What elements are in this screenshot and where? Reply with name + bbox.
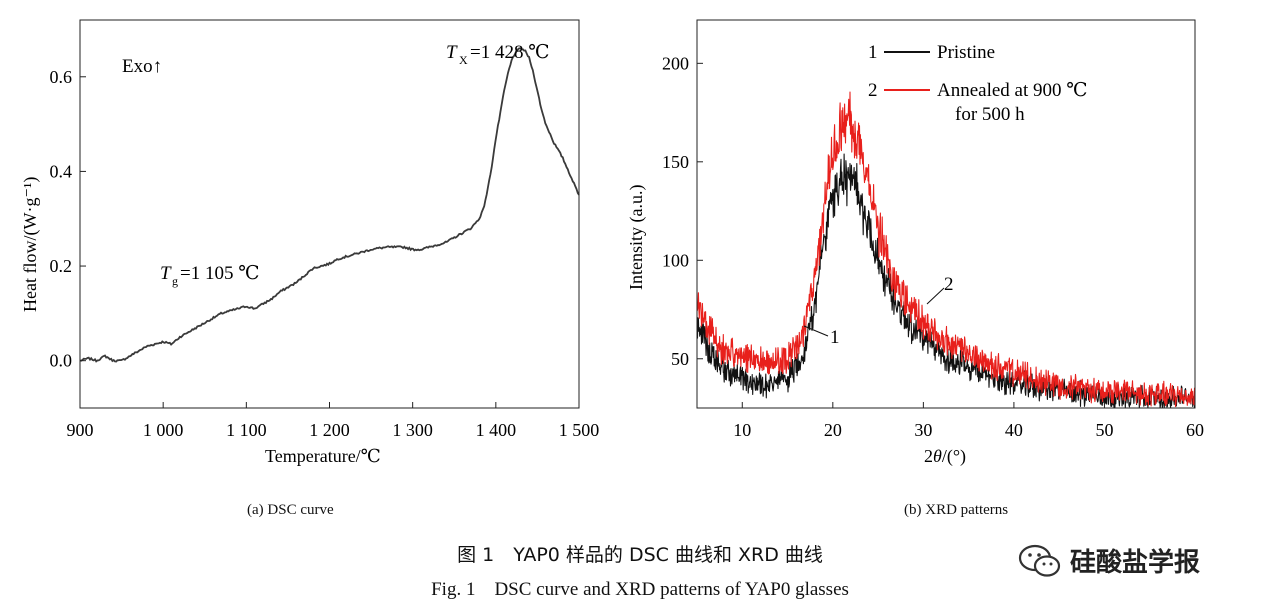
xrd-plot-area [696, 91, 1196, 409]
xrd-curve-label-1: 1 [803, 325, 840, 348]
watermark-text: 硅酸盐学报 [1070, 548, 1201, 578]
wechat-icon [1018, 544, 1061, 577]
x-tick-label: 1 300 [392, 420, 433, 440]
xrd-series-annealed [696, 91, 1196, 408]
tx-symbol: T [446, 42, 458, 63]
x-tick-label: 20 [824, 420, 842, 440]
legend-num-2: 2 [868, 80, 878, 101]
tg-subscript: g [172, 274, 178, 288]
y-tick-label: 150 [662, 152, 689, 172]
curve-1-leader [803, 325, 829, 337]
tx-value: =1 428 ℃ [470, 42, 549, 63]
y-tick-label: 200 [662, 53, 689, 73]
xrd-axes-frame [696, 19, 1196, 409]
dsc-x-axis-label: Temperature/℃ [265, 446, 381, 466]
dsc-tx-annotation: T X =1 428 ℃ [446, 42, 549, 67]
x-tick-label: 60 [1186, 420, 1204, 440]
xrd-xlabel-theta: θ [933, 446, 942, 466]
curve-2-leader [926, 287, 945, 305]
figure-caption-chinese: 图 1 YAP0 样品的 DSC 曲线和 XRD 曲线 [457, 544, 823, 566]
x-tick-label: 900 [67, 420, 94, 440]
dsc-exo-label: Exo↑ [122, 56, 162, 77]
dsc-panel: 900 1 000 1 100 1 200 1 300 1 400 1 500 0.0 0.2 0… [20, 19, 600, 466]
y-tick-label: 100 [662, 250, 689, 270]
dsc-panel-caption: (a) DSC curve [247, 502, 334, 518]
watermark: 硅酸盐学报 [1018, 542, 1200, 579]
x-tick-label: 40 [1005, 420, 1023, 440]
xrd-y-axis-label: Intensity (a.u.) [626, 185, 647, 290]
y-tick-label: 50 [671, 349, 689, 369]
xrd-curve-label-2: 2 [926, 274, 954, 305]
xrd-ticks: 10 20 30 40 50 60 50 100 150 200 [662, 53, 1204, 440]
x-tick-label: 1 400 [476, 420, 517, 440]
x-tick-label: 1 200 [309, 420, 350, 440]
xrd-panel-caption: (b) XRD patterns [904, 502, 1009, 518]
tg-value: =1 105 ℃ [180, 263, 259, 284]
xrd-xlabel-unit: /(°) [942, 446, 966, 467]
y-tick-label: 0.4 [50, 161, 73, 181]
dsc-plot-area [79, 47, 580, 363]
dsc-tg-annotation: T g =1 105 ℃ [160, 263, 259, 288]
y-tick-label: 0.2 [50, 256, 73, 276]
dsc-series-line [79, 47, 580, 363]
x-tick-label: 30 [914, 420, 932, 440]
x-tick-label: 1 100 [226, 420, 267, 440]
x-tick-label: 50 [1095, 420, 1113, 440]
dsc-ticks: 900 1 000 1 100 1 200 1 300 1 400 1 500 0.0 0.2 0… [50, 67, 600, 440]
x-tick-label: 1 500 [559, 420, 600, 440]
legend-num-1: 1 [868, 42, 878, 63]
dsc-y-axis-label: Heat flow/(W·g⁻¹) [20, 177, 41, 312]
tx-subscript: X [459, 53, 468, 67]
curve-1-label: 1 [830, 327, 840, 348]
legend-label-annealed-line2: for 500 h [955, 104, 1025, 125]
curve-2-label: 2 [944, 274, 954, 295]
xrd-x-axis-label: 2θ/(°) [924, 446, 966, 467]
legend-label-annealed: Annealed at 900 ℃ [937, 80, 1088, 101]
x-tick-label: 1 000 [143, 420, 184, 440]
xrd-xlabel-prefix: 2 [924, 446, 933, 466]
x-tick-label: 10 [733, 420, 751, 440]
figure-caption-english: Fig. 1 DSC curve and XRD patterns of YAP… [431, 579, 849, 600]
dsc-axes-frame [79, 19, 580, 409]
legend-label-pristine: Pristine [937, 42, 995, 63]
y-tick-label: 0.0 [50, 351, 73, 371]
xrd-legend: 1 Pristine 2 Annealed at 900 ℃ for 500 h [868, 42, 1088, 125]
tg-symbol: T [160, 263, 172, 284]
y-tick-label: 0.6 [50, 67, 73, 87]
